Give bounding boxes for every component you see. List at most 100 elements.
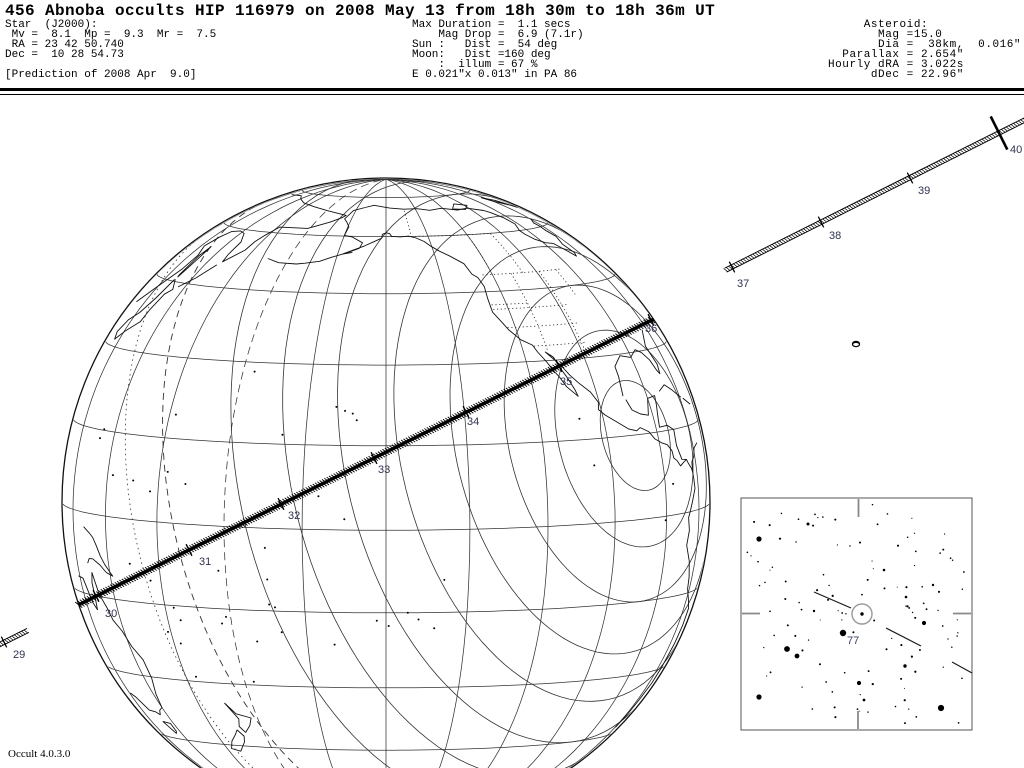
ground-track: 29 30 31 32 33 34 35 36 <box>0 313 657 661</box>
track-hatch <box>747 256 753 260</box>
track-hatch <box>347 466 355 473</box>
track-hatch <box>626 327 635 334</box>
minute-tick <box>370 451 378 465</box>
track-hatch <box>265 506 274 514</box>
minute-tick <box>817 216 825 228</box>
track-hatch <box>417 431 425 438</box>
longitude-line <box>385 179 616 768</box>
track-hatch <box>98 590 106 597</box>
field-star <box>834 518 837 521</box>
island-dot <box>593 464 596 467</box>
track-hatch <box>831 213 837 218</box>
track-hatch <box>986 136 992 141</box>
track-hatch <box>81 598 90 605</box>
track-hatch <box>742 258 748 263</box>
track-hatch <box>219 529 227 537</box>
track-hatch <box>619 330 628 338</box>
track-hatch <box>824 217 830 222</box>
track-hatch <box>112 583 120 590</box>
coastline <box>625 395 687 460</box>
track-hatch <box>172 553 181 560</box>
track-hatch <box>853 202 859 207</box>
field-star <box>801 649 804 652</box>
track-hatch <box>519 380 528 387</box>
field-star-bright <box>882 568 886 572</box>
field-star <box>904 722 906 725</box>
track-hatch <box>251 513 260 521</box>
track-hatch <box>547 366 556 374</box>
track-hatch <box>817 220 823 225</box>
track-hatch <box>899 179 905 184</box>
state-border <box>482 268 561 276</box>
track-hatch <box>875 191 881 196</box>
track-hatch <box>314 482 323 489</box>
track-hatch <box>764 247 770 252</box>
track-hatch <box>344 467 353 474</box>
field-star <box>827 598 830 601</box>
track-hatch <box>594 343 602 350</box>
minute-label: 33 <box>378 464 390 476</box>
field-star <box>831 594 834 597</box>
island-dot <box>268 603 271 606</box>
track-hatch <box>913 172 919 177</box>
track-hatch <box>839 209 844 214</box>
field-star <box>921 585 924 588</box>
track-hatch <box>1022 117 1024 120</box>
track-hatch <box>240 519 248 526</box>
track-hatch <box>633 323 642 331</box>
track-hatch <box>603 339 612 346</box>
track-hatch <box>645 318 653 325</box>
field-star <box>913 532 916 534</box>
track-hatch <box>114 581 123 589</box>
track-hatch <box>517 381 525 389</box>
field-star <box>943 533 946 535</box>
track-hatch <box>988 134 994 139</box>
field-star <box>784 580 787 583</box>
track-hatch <box>897 180 902 185</box>
latitude-line <box>156 272 616 295</box>
track-hatch <box>389 445 397 452</box>
track-hatch <box>165 556 174 563</box>
field-star <box>818 663 821 666</box>
track-hatch <box>230 524 239 531</box>
track-hatch <box>107 585 116 592</box>
track-hatch <box>577 351 586 359</box>
track-hatch <box>233 522 241 530</box>
field-star <box>798 601 800 604</box>
track-hatch <box>372 453 381 460</box>
field-star <box>836 544 838 546</box>
track-hatch <box>843 207 849 212</box>
track-hatch <box>198 540 206 547</box>
coastline <box>658 384 681 398</box>
track-hatch <box>435 422 444 429</box>
field-star <box>822 573 825 576</box>
minute-label: 31 <box>199 556 211 568</box>
field-star <box>918 649 921 651</box>
track-hatch <box>737 260 743 265</box>
track-hatch <box>942 157 948 162</box>
track-hatch <box>438 421 446 428</box>
island-dot <box>274 606 277 609</box>
field-star <box>896 586 898 588</box>
track-rail <box>0 628 28 643</box>
field-star <box>833 706 836 709</box>
track-hatch <box>161 558 169 566</box>
track-hatch <box>909 174 914 179</box>
track-hatch <box>885 186 890 191</box>
field-star <box>771 566 774 568</box>
field-star <box>769 569 771 571</box>
state-border <box>555 269 576 295</box>
track-hatch <box>382 448 390 456</box>
track-hatch <box>940 159 946 164</box>
track-hatch <box>622 329 630 337</box>
track-hatch <box>223 527 232 534</box>
island-dot <box>103 428 106 431</box>
track-hatch <box>904 177 910 182</box>
island-dot <box>256 640 259 643</box>
track-hatch <box>793 232 799 237</box>
track-hatch <box>761 248 767 253</box>
track-hatch <box>563 358 572 366</box>
field-star <box>841 619 843 621</box>
minute-label: 38 <box>829 230 841 242</box>
track-hatch <box>154 562 162 569</box>
